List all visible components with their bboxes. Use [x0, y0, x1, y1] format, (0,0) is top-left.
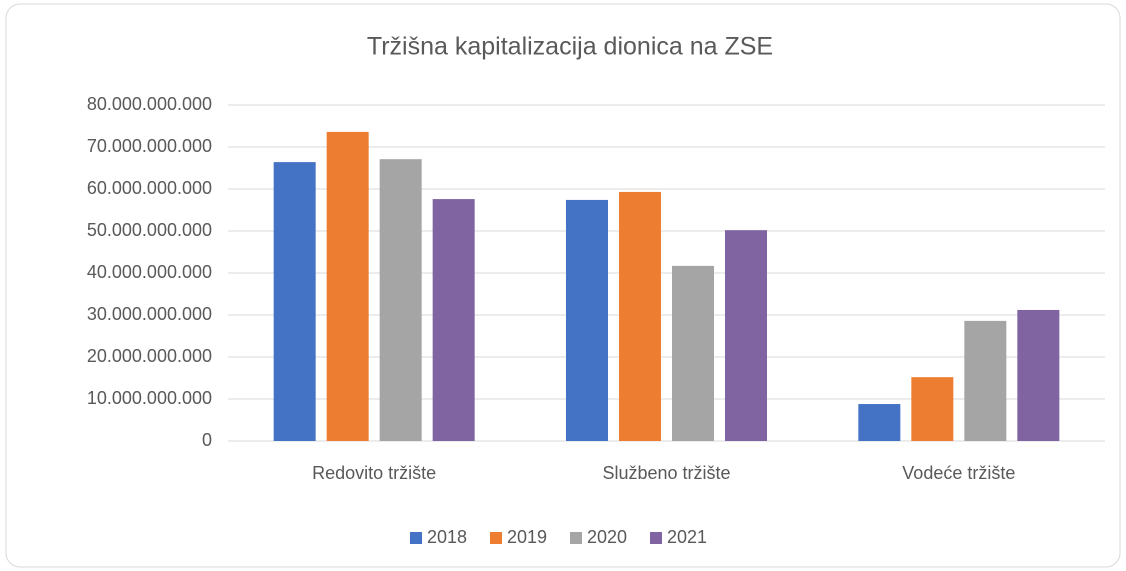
bar — [432, 199, 475, 441]
legend-label: 2020 — [587, 527, 627, 547]
x-tick-label: Vodeće tržište — [902, 463, 1015, 483]
x-tick-label: Redovito tržište — [312, 463, 436, 483]
bar — [1017, 309, 1060, 441]
bar — [326, 131, 369, 441]
y-tick-label: 0 — [202, 430, 212, 450]
legend-label: 2019 — [507, 527, 547, 547]
legend-label: 2021 — [667, 527, 707, 547]
y-tick-label: 30.000.000.000 — [87, 304, 212, 324]
bar — [911, 377, 954, 441]
y-tick-label: 70.000.000.000 — [87, 136, 212, 156]
y-tick-label: 50.000.000.000 — [87, 220, 212, 240]
legend-swatch — [410, 532, 422, 544]
y-tick-label: 60.000.000.000 — [87, 178, 212, 198]
legend-swatch — [490, 532, 502, 544]
y-tick-label: 20.000.000.000 — [87, 346, 212, 366]
y-tick-label: 80.000.000.000 — [87, 94, 212, 114]
bar — [273, 162, 316, 441]
bar — [964, 320, 1007, 441]
bar — [672, 265, 714, 441]
chart-title: Tržišna kapitalizacija dionica na ZSE — [367, 33, 773, 61]
bar — [566, 199, 608, 441]
x-tick-label: Službeno tržište — [602, 463, 730, 483]
bar — [619, 191, 661, 441]
y-tick-label: 10.000.000.000 — [87, 388, 212, 408]
y-tick-label: 40.000.000.000 — [87, 262, 212, 282]
legend-swatch — [650, 532, 662, 544]
bar — [379, 159, 422, 441]
bar — [725, 230, 767, 441]
legend-swatch — [570, 532, 582, 544]
legend-label: 2018 — [427, 527, 467, 547]
bar — [858, 404, 901, 441]
